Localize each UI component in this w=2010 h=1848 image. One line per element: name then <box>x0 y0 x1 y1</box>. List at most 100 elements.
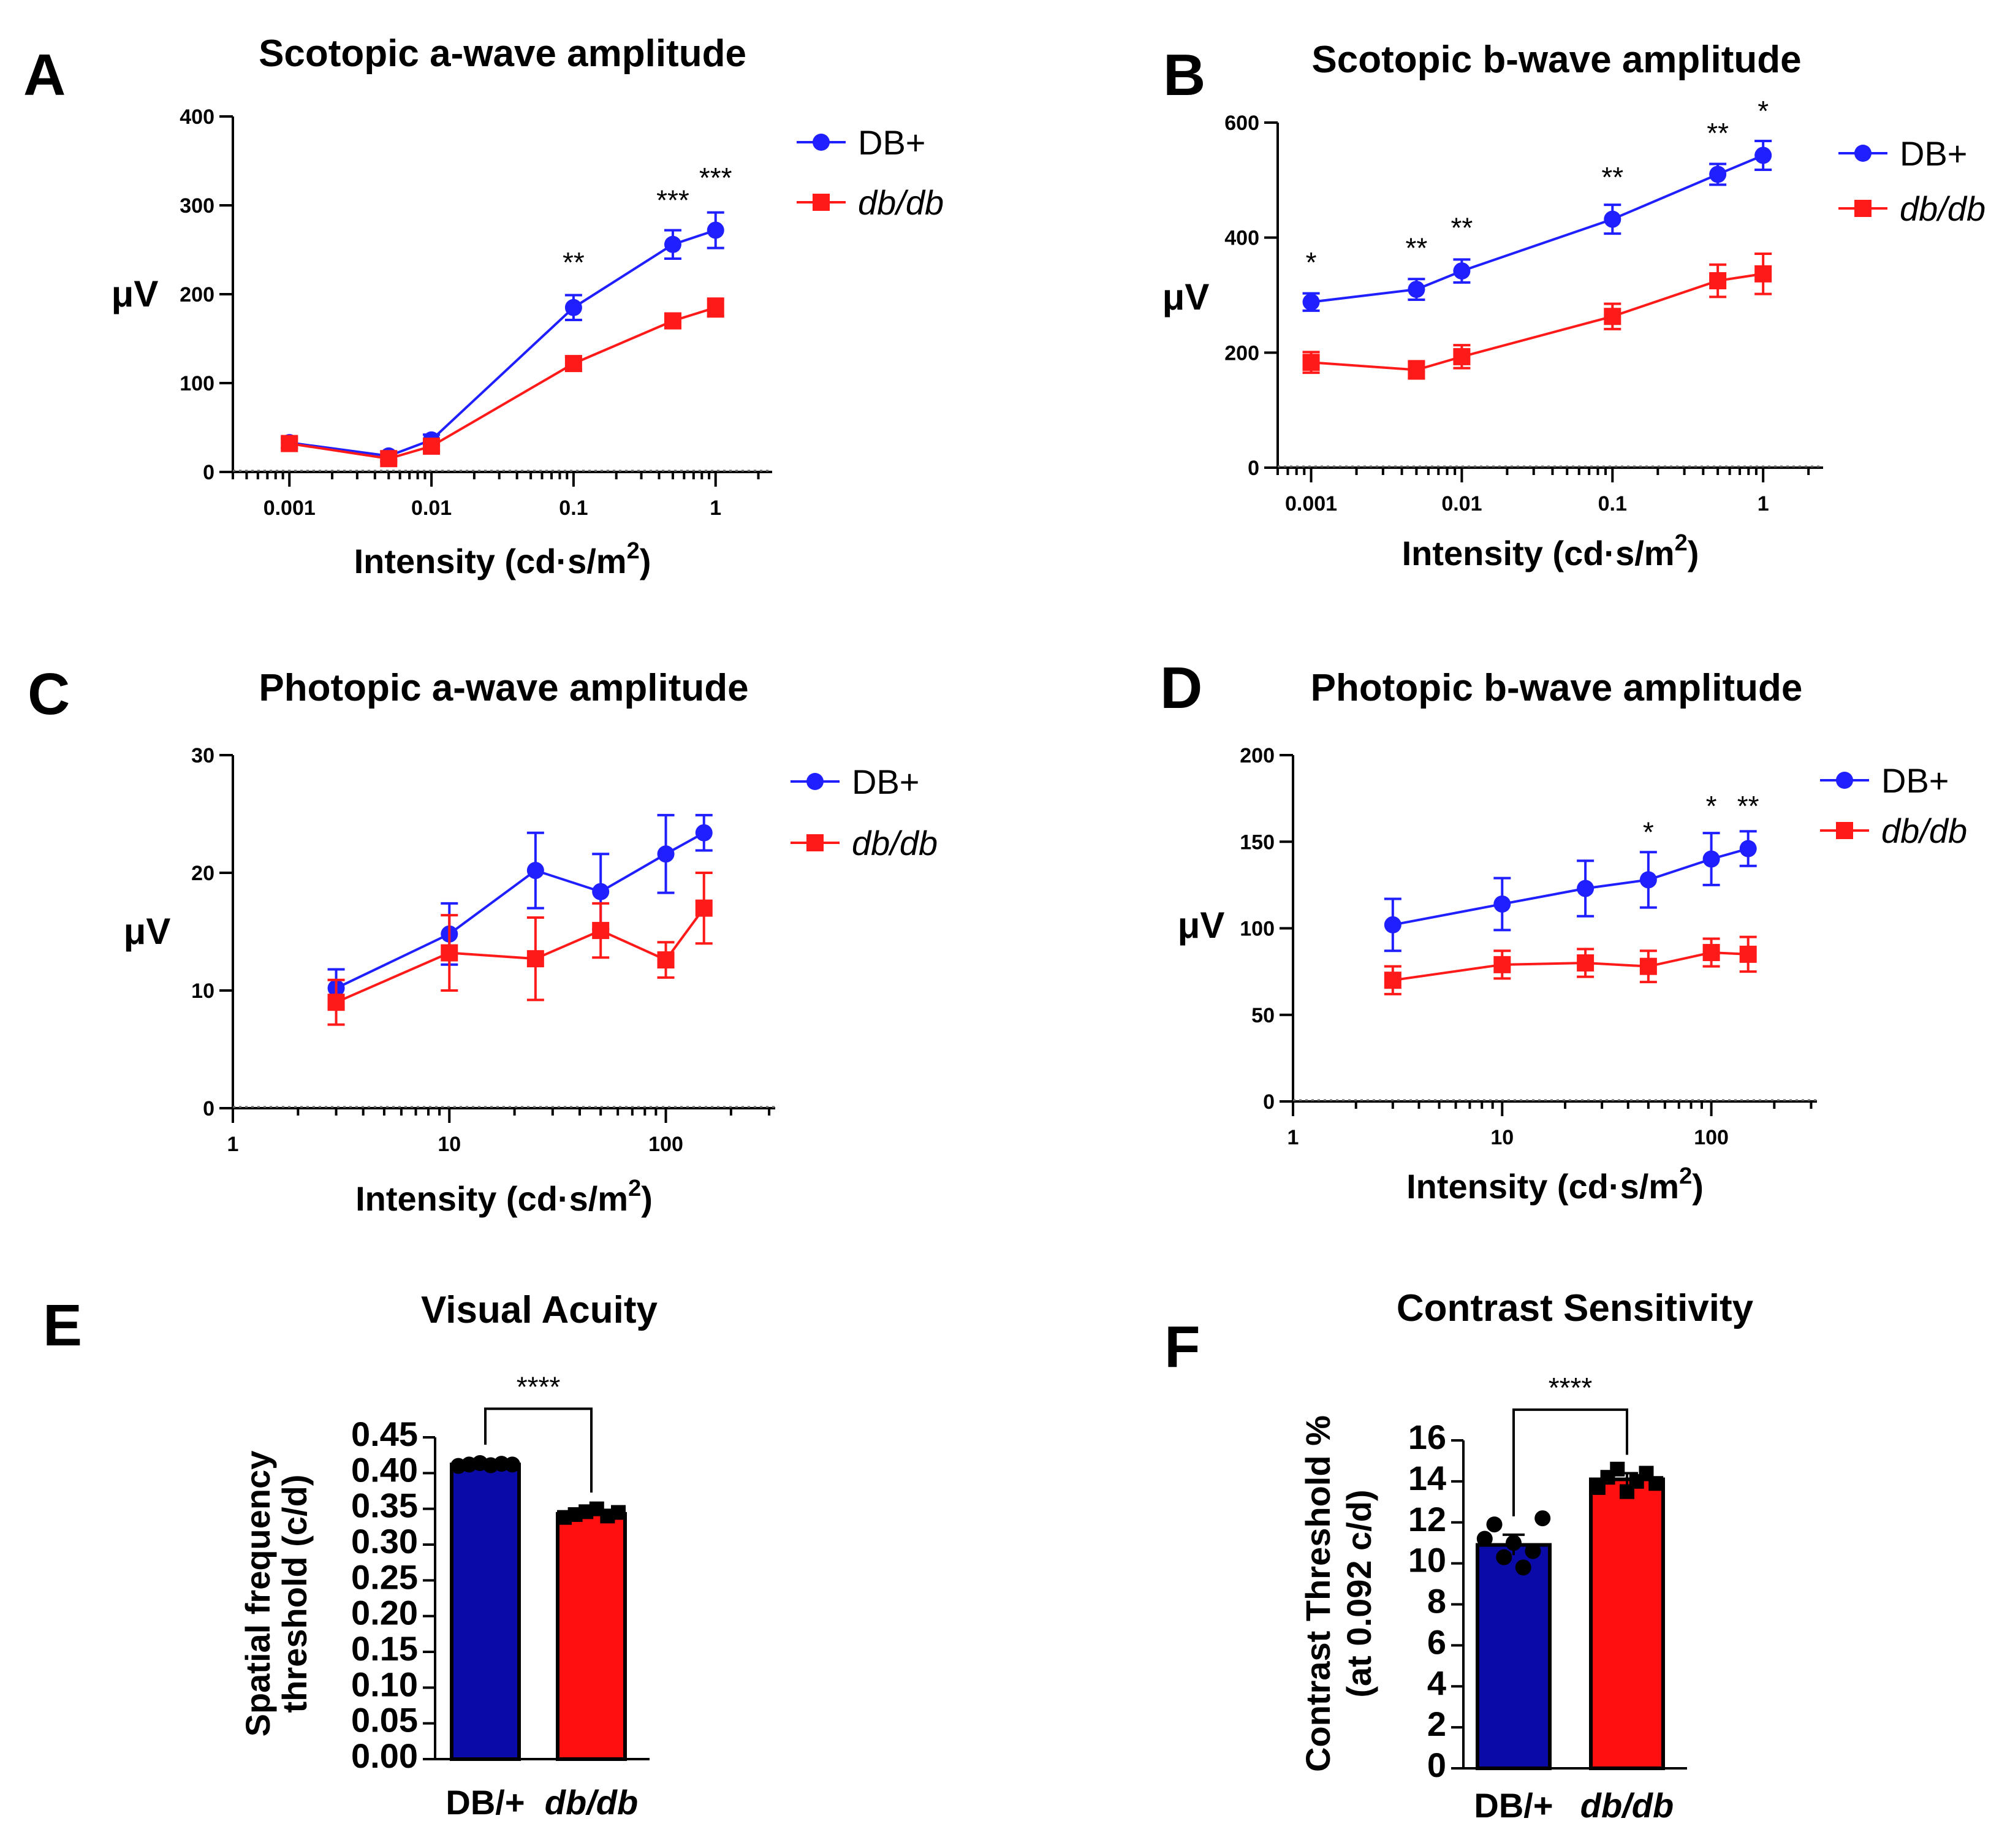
category-label: DB/+ <box>1474 1786 1553 1825</box>
series-line <box>1392 847 1749 926</box>
significance-marker: **** <box>517 1371 561 1402</box>
legend-label: DB+ <box>852 762 920 801</box>
series-red <box>327 872 713 1026</box>
legend-label: db/db <box>1881 812 1967 850</box>
significance-marker: *** <box>699 162 732 194</box>
data-point <box>657 951 675 969</box>
x-tick-label: 100 <box>648 1133 683 1156</box>
significance-bracket <box>484 1407 593 1493</box>
category-label: db/db <box>1580 1786 1674 1825</box>
data-point <box>1739 840 1757 857</box>
x-tick-label: 0.01 <box>1441 492 1482 515</box>
panel-B: B Scotopic b-wave amplitude 0 200 400 600 0.00… <box>1162 39 1986 572</box>
data-point <box>664 235 681 253</box>
y-tick-label: 0 <box>203 461 214 484</box>
series-red <box>281 297 724 468</box>
y-tick-label: 12 <box>1408 1500 1446 1538</box>
x-axis-label-end: ) <box>1692 1167 1704 1206</box>
data-point <box>1754 265 1772 283</box>
data-point <box>1577 954 1595 972</box>
panel-letter: D <box>1160 655 1202 721</box>
panel-letter: E <box>43 1293 82 1358</box>
significance-marker: * <box>1306 246 1317 278</box>
x-axis-label-main: Intensity (cd·s/m <box>355 1179 628 1218</box>
data-point <box>1476 1530 1493 1547</box>
x-tick-label: 0.1 <box>559 496 588 520</box>
data-point <box>1709 165 1727 183</box>
category-label: DB/+ <box>446 1783 525 1822</box>
significance-marker: ** <box>1451 212 1473 244</box>
series-line <box>335 831 705 989</box>
legend-marker <box>813 194 830 211</box>
data-point <box>1739 945 1757 963</box>
chart-title: Contrast Sensitivity <box>1397 1287 1754 1329</box>
data-point <box>441 944 458 962</box>
data-point <box>664 312 681 330</box>
x-axis-label-main: Intensity (cd·s/m <box>1406 1167 1679 1206</box>
y-axis-label: μV <box>112 273 159 314</box>
y-tick-label: 14 <box>1408 1459 1446 1497</box>
x-axis-label-sup: 2 <box>628 1176 641 1201</box>
significance-marker: ** <box>563 246 585 278</box>
data-point <box>526 950 544 968</box>
data-point <box>327 994 345 1011</box>
data-point <box>1453 348 1471 365</box>
x-axis-label-sup: 2 <box>1675 530 1688 556</box>
x-tick-label: 10 <box>438 1133 461 1156</box>
y-tick-label: 0.15 <box>351 1629 418 1668</box>
data-point <box>1754 146 1772 164</box>
chart-title: Scotopic b-wave amplitude <box>1311 39 1801 81</box>
series-line <box>1392 951 1748 982</box>
y-tick-label: 0.05 <box>351 1701 418 1740</box>
legend-marker <box>1854 200 1872 217</box>
y-tick-label: 0.10 <box>351 1665 418 1703</box>
legend-marker <box>1836 772 1853 789</box>
y-tick-label: 30 <box>191 744 214 767</box>
y-axis-label: μV <box>124 911 171 952</box>
y-tick-label: 0.20 <box>351 1594 418 1632</box>
chart-title: Scotopic a-wave amplitude <box>259 32 746 75</box>
y-tick-label: 600 <box>1224 112 1259 135</box>
series-line <box>335 907 705 1004</box>
y-axis-label-line: threshold (c/d) <box>275 1475 314 1713</box>
data-point <box>1702 944 1720 962</box>
bar <box>556 1511 627 1761</box>
x-axis-label-sup: 2 <box>1679 1163 1692 1189</box>
bar <box>450 1462 521 1761</box>
y-tick-label: 0.35 <box>351 1486 418 1525</box>
legend-marker <box>1836 822 1853 839</box>
legend-label: db/db <box>858 183 944 222</box>
significance-marker: * <box>1643 816 1654 848</box>
significance-marker: ** <box>1737 790 1759 822</box>
legend-label: DB+ <box>858 123 926 162</box>
x-axis-label-end: ) <box>1688 534 1699 572</box>
series-line <box>289 306 716 460</box>
y-tick-label: 100 <box>1240 918 1275 941</box>
x-tick-label: 10 <box>1490 1126 1514 1149</box>
legend-marker <box>806 773 824 790</box>
y-tick-label: 0 <box>1248 457 1259 480</box>
data-point <box>1496 1549 1512 1565</box>
data-point <box>1486 1516 1503 1533</box>
significance-bracket <box>1512 1408 1628 1516</box>
y-axis-label: μV <box>1178 905 1225 946</box>
panel-E: E Visual Acuity0.000.050.100.150.200.250.… <box>43 1289 658 1822</box>
y-tick-label: 0.40 <box>351 1450 418 1489</box>
y-tick-label: 10 <box>191 979 214 1003</box>
data-point <box>695 824 713 842</box>
series-line <box>1311 154 1764 303</box>
y-tick-label: 0.30 <box>351 1522 418 1561</box>
chart-title: Photopic b-wave amplitude <box>1311 667 1803 709</box>
data-point <box>1493 895 1511 913</box>
legend-label: DB+ <box>1881 761 1949 800</box>
series-blue <box>327 813 713 1008</box>
y-tick-label: 0 <box>1427 1746 1446 1784</box>
data-point <box>1408 361 1425 379</box>
data-point <box>592 922 610 940</box>
x-tick-label: 0.1 <box>1598 492 1627 515</box>
bar <box>1589 1477 1665 1770</box>
data-point <box>1639 957 1657 975</box>
series-red <box>1302 252 1772 380</box>
panel-letter: F <box>1164 1314 1200 1380</box>
